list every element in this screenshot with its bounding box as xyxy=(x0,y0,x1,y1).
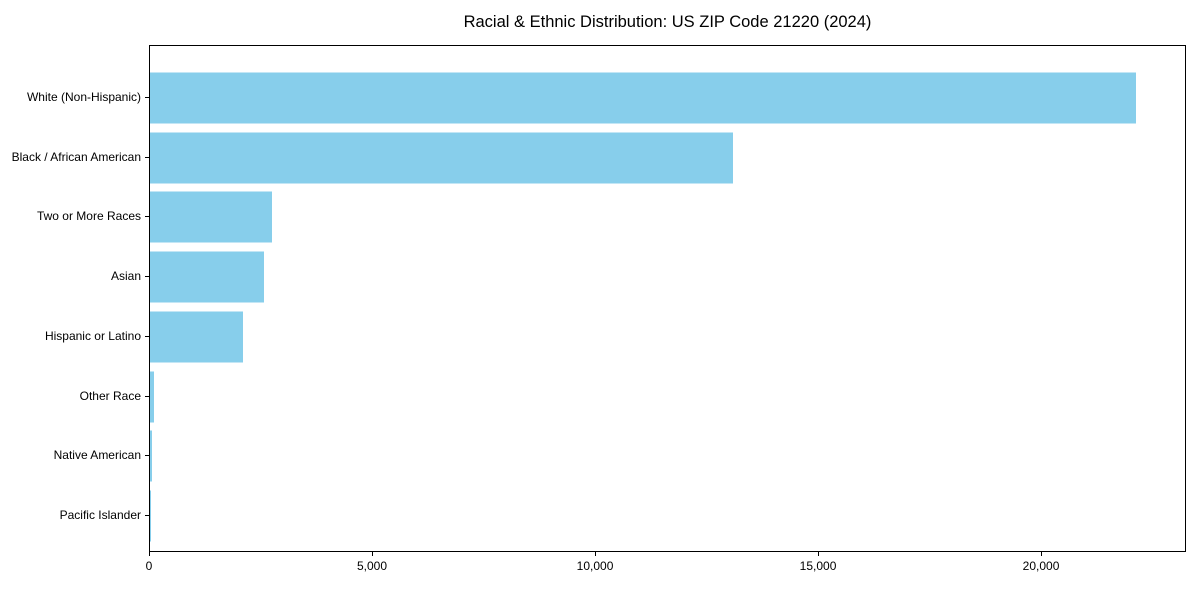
chart-title: Racial & Ethnic Distribution: US ZIP Cod… xyxy=(463,13,872,31)
x-tick-label: 20,000 xyxy=(1022,559,1060,573)
y-tick-label: White (Non-Hispanic) xyxy=(26,90,141,104)
y-tick-mark xyxy=(145,156,149,158)
y-tick-label: Two or More Races xyxy=(36,209,141,224)
y-tick-label: Other Race xyxy=(79,388,141,403)
y-tick-label: Native American xyxy=(53,448,141,463)
x-tick-mark xyxy=(595,552,597,556)
x-tick-mark xyxy=(149,552,150,556)
x-tick-label: 5,000 xyxy=(356,559,388,573)
x-tick-label: 0 xyxy=(145,559,153,573)
x-tick-mark xyxy=(372,552,373,556)
bar-two-or-more-races xyxy=(150,191,273,243)
y-tick-mark xyxy=(145,514,149,516)
bar-asian xyxy=(150,251,264,303)
x-tick-label: 10,000 xyxy=(576,559,614,573)
y-tick-mark xyxy=(145,216,149,218)
y-tick-mark xyxy=(145,97,149,98)
x-tick-mark xyxy=(1041,552,1043,556)
bar-hispanic-or-latino xyxy=(150,311,244,363)
bar-white-non-hispanic xyxy=(150,72,1137,124)
bar-black-african-american xyxy=(150,132,734,184)
y-tick-label: Black / African American xyxy=(11,149,141,164)
y-tick-label: Hispanic or Latino xyxy=(44,328,141,343)
y-tick-mark xyxy=(145,276,149,278)
x-tick-mark xyxy=(818,552,820,556)
y-tick-mark xyxy=(145,455,149,457)
y-tick-label: Asian xyxy=(110,269,141,284)
plot-area xyxy=(149,45,1186,552)
bar-other-race xyxy=(150,371,154,423)
x-tick-label: 15,000 xyxy=(799,559,837,573)
y-tick-mark xyxy=(145,395,149,397)
y-tick-mark xyxy=(145,335,149,337)
bar-native-american xyxy=(150,430,152,482)
y-tick-label: Pacific Islander xyxy=(59,507,141,522)
